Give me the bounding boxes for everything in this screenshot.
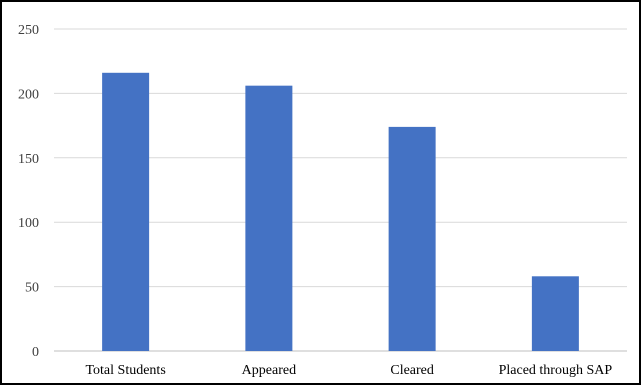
y-tick-label: 250 bbox=[18, 23, 39, 38]
x-category-label: Placed through SAP bbox=[499, 363, 613, 378]
y-tick-label: 50 bbox=[25, 281, 39, 296]
bars bbox=[102, 72, 579, 352]
bar-total-students bbox=[102, 72, 150, 352]
y-tick-label: 200 bbox=[18, 87, 39, 102]
y-axis-tick-labels: 0 50 100 150 200 250 bbox=[18, 23, 39, 360]
x-category-label: Cleared bbox=[390, 363, 434, 378]
x-category-label: Appeared bbox=[242, 363, 296, 378]
x-category-label: Total Students bbox=[85, 363, 165, 378]
bar-cleared bbox=[388, 126, 436, 351]
y-tick-label: 150 bbox=[18, 152, 39, 167]
gridlines bbox=[54, 28, 627, 352]
bar-placed-through-sap bbox=[531, 276, 579, 351]
y-tick-label: 100 bbox=[18, 216, 39, 231]
y-tick-label: 0 bbox=[32, 345, 39, 360]
bar-appeared bbox=[245, 85, 293, 351]
x-axis-category-labels: Total Students Appeared Cleared Placed thro… bbox=[85, 363, 612, 378]
